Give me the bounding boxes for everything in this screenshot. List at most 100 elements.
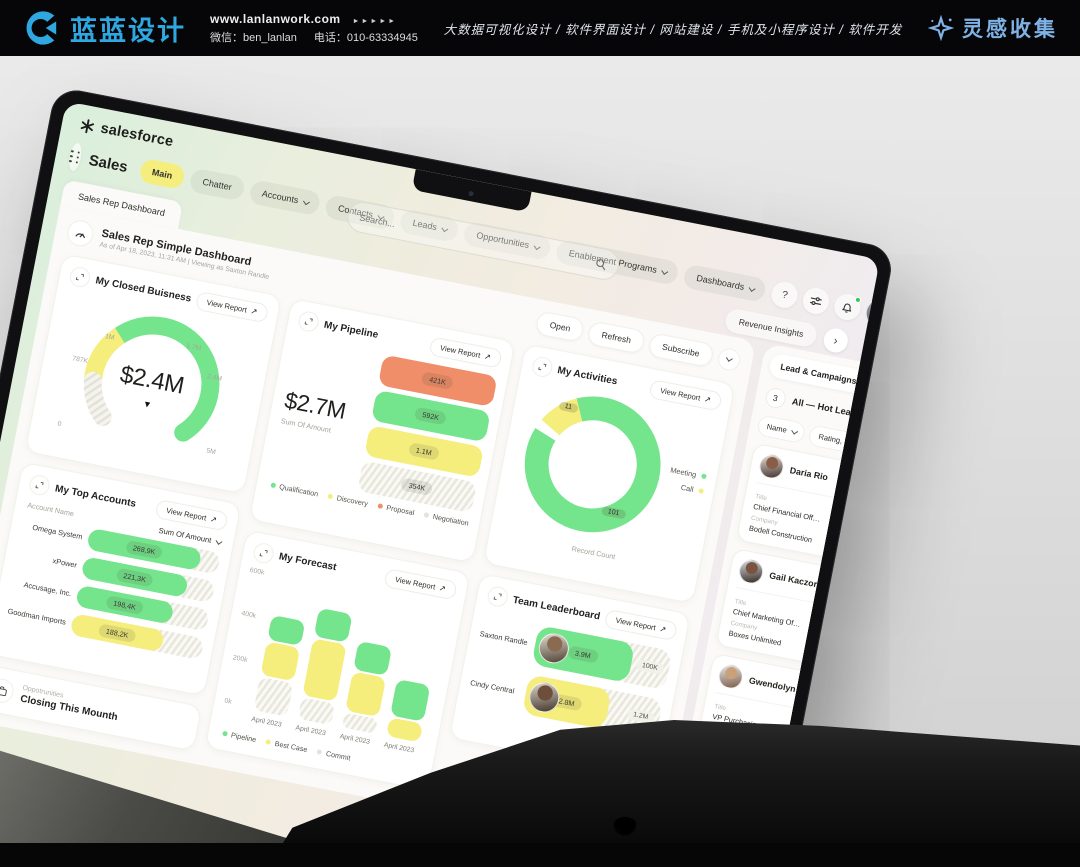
avatar <box>736 557 765 586</box>
more-actions-button[interactable] <box>716 346 742 373</box>
dashboard-header: Sales Rep Simple Dashboard As of Apr 18,… <box>65 218 742 374</box>
forecast-column: April 2023 <box>383 678 431 754</box>
view-report-button[interactable]: View Report ↗ <box>154 498 229 531</box>
arrow-up-right-icon: ↗ <box>249 305 259 316</box>
arrows-decoration: ►►►►► <box>352 17 398 25</box>
card-title: My Pipeline <box>323 319 380 341</box>
scene: salesforce Sales Main Chatter Accounts C… <box>0 56 1080 867</box>
card-title: My Activities <box>556 364 619 387</box>
chevron-down-icon <box>749 284 756 291</box>
notifications-bell-button[interactable] <box>832 291 864 323</box>
open-button[interactable]: Open <box>534 310 586 343</box>
laptop-screen: salesforce Sales Main Chatter Accounts C… <box>0 101 881 867</box>
expand-icon[interactable] <box>296 309 321 334</box>
card-my-top-accounts: My Top Accounts View Report ↗ Account Nam… <box>0 461 242 697</box>
lanlan-logo-icon <box>26 11 57 45</box>
settings-sliders-button[interactable] <box>801 285 832 317</box>
salesforce-logo: salesforce <box>75 116 864 285</box>
chevron-down-icon <box>303 198 310 205</box>
expand-icon[interactable] <box>530 355 554 379</box>
arrow-up-right-icon: ↗ <box>483 351 492 362</box>
global-search[interactable] <box>344 199 622 283</box>
gauge-chart: 0 787K 1M 1.7M 2.4M 5M $2.4M <box>38 287 265 480</box>
nav-icons: ? <box>769 278 881 332</box>
card-title: Team Leaderboard <box>511 594 602 622</box>
activities-donut-chart: 11 101 Meeting Call <box>500 379 718 565</box>
phone-label: 电话：010-63334945 <box>313 31 418 44</box>
value-badge: 268,9K <box>124 539 164 560</box>
value-badge: 198,4K <box>105 594 145 615</box>
view-report-button[interactable]: View Report ↗ <box>428 335 503 369</box>
tab-dashboards[interactable]: Dashboards <box>682 263 768 303</box>
sparkle-star-icon <box>928 15 954 41</box>
expand-icon[interactable] <box>251 541 276 565</box>
salesforce-star-icon <box>80 118 95 133</box>
card-my-forecast: My Forecast View Report ↗ 600k <box>204 529 471 791</box>
gauge-tick: 5M <box>205 447 217 457</box>
forecast-column: April 2023 <box>251 614 306 729</box>
brand-block: 蓝蓝设计 www.lanlanwork.com ►►►►► 微信：ben_lan… <box>22 9 418 48</box>
dashboard-panel: Sales Rep Simple Dashboard As of Apr 18,… <box>0 206 756 854</box>
tail-badge: 100K <box>635 658 665 676</box>
bell-icon <box>842 303 852 313</box>
webcam-dot <box>467 190 474 197</box>
value-badge: 221,3K <box>115 567 155 587</box>
chevron-down-icon <box>791 427 798 434</box>
collection-block: 灵感收集 <box>928 13 1058 43</box>
value-badge: 188,2K <box>97 622 137 643</box>
tail-badge: 1.2M <box>626 708 656 725</box>
avatar <box>757 452 786 481</box>
website-link[interactable]: www.lanlanwork.com <box>210 11 341 26</box>
sliders-icon <box>810 297 823 306</box>
tab-activity[interactable]: Activity <box>869 372 880 405</box>
card-title: My Forecast <box>278 550 338 573</box>
activities-legend: Meeting Call <box>666 465 707 501</box>
dashboard-main: Sales Rep Simple Dashboard As of Apr 18,… <box>0 206 881 867</box>
avatar <box>526 679 562 715</box>
scroll-right-button[interactable]: › <box>821 326 850 355</box>
chevron-down-icon <box>661 267 668 274</box>
tab-accounts[interactable]: Accounts <box>247 179 322 217</box>
desk-edge <box>0 843 1080 867</box>
app-title: Sales <box>87 151 130 176</box>
expand-icon[interactable] <box>485 584 509 609</box>
card-opportunities-closing[interactable]: Oppotrunities Closing This Mounth <box>0 663 203 752</box>
collection-label: 灵感收集 <box>962 18 1058 41</box>
dashboard-gauge-icon <box>65 218 96 249</box>
tab-main[interactable]: Main <box>138 157 187 190</box>
card-my-closed-business: My Closed Buisness View Report ↗ <box>24 253 282 495</box>
avatar <box>535 630 572 666</box>
forecast-column: April 2023 <box>295 607 353 737</box>
expand-icon[interactable] <box>68 265 92 289</box>
column-account-name: Account Name <box>26 500 75 519</box>
laptop: salesforce Sales Main Chatter Accounts C… <box>0 86 896 867</box>
lead-score-ring: 61 <box>874 620 881 655</box>
arrow-up-right-icon: ↗ <box>209 513 218 525</box>
chevron-down-icon <box>216 538 223 545</box>
gauge-tick: 1M <box>104 333 116 342</box>
arrow-up-right-icon: ↗ <box>438 582 447 594</box>
refresh-button[interactable]: Refresh <box>586 320 646 355</box>
card-title: My Top Accounts <box>54 482 138 510</box>
lead-count-badge: 3 <box>763 386 788 410</box>
search-icon <box>596 258 606 270</box>
help-button[interactable]: ? <box>769 279 801 311</box>
expand-icon[interactable] <box>27 473 52 497</box>
avatar <box>716 662 745 691</box>
brand-name: 蓝蓝设计 <box>70 15 186 46</box>
view-report-button[interactable]: View Report ↗ <box>604 608 678 641</box>
top-banner: 蓝蓝设计 www.lanlanwork.com ►►►►► 微信：ben_lan… <box>0 0 1080 56</box>
contact-block: www.lanlanwork.com ►►►►► 微信：ben_lanlan 电… <box>210 12 418 45</box>
cards-grid: My Closed Buisness View Report ↗ <box>0 253 736 839</box>
forecast-column: April 2023 <box>339 640 392 746</box>
briefcase-icon <box>0 676 16 705</box>
wechat-label: 微信：ben_lanlan <box>210 31 297 44</box>
card-team-leaderboard: Team Leaderboard View Report ↗ Saxton Ran… <box>448 572 691 779</box>
user-avatar[interactable] <box>863 296 881 332</box>
subscribe-button[interactable]: Subscribe <box>647 332 715 368</box>
tab-chatter[interactable]: Chatter <box>188 167 246 202</box>
services-list: 大数据可视化设计 / 软件界面设计 / 网站建设 / 手机及小程序设计 / 软件… <box>443 22 903 37</box>
arrow-up-right-icon: ↗ <box>703 394 712 405</box>
app-launcher-icon[interactable] <box>67 142 83 172</box>
